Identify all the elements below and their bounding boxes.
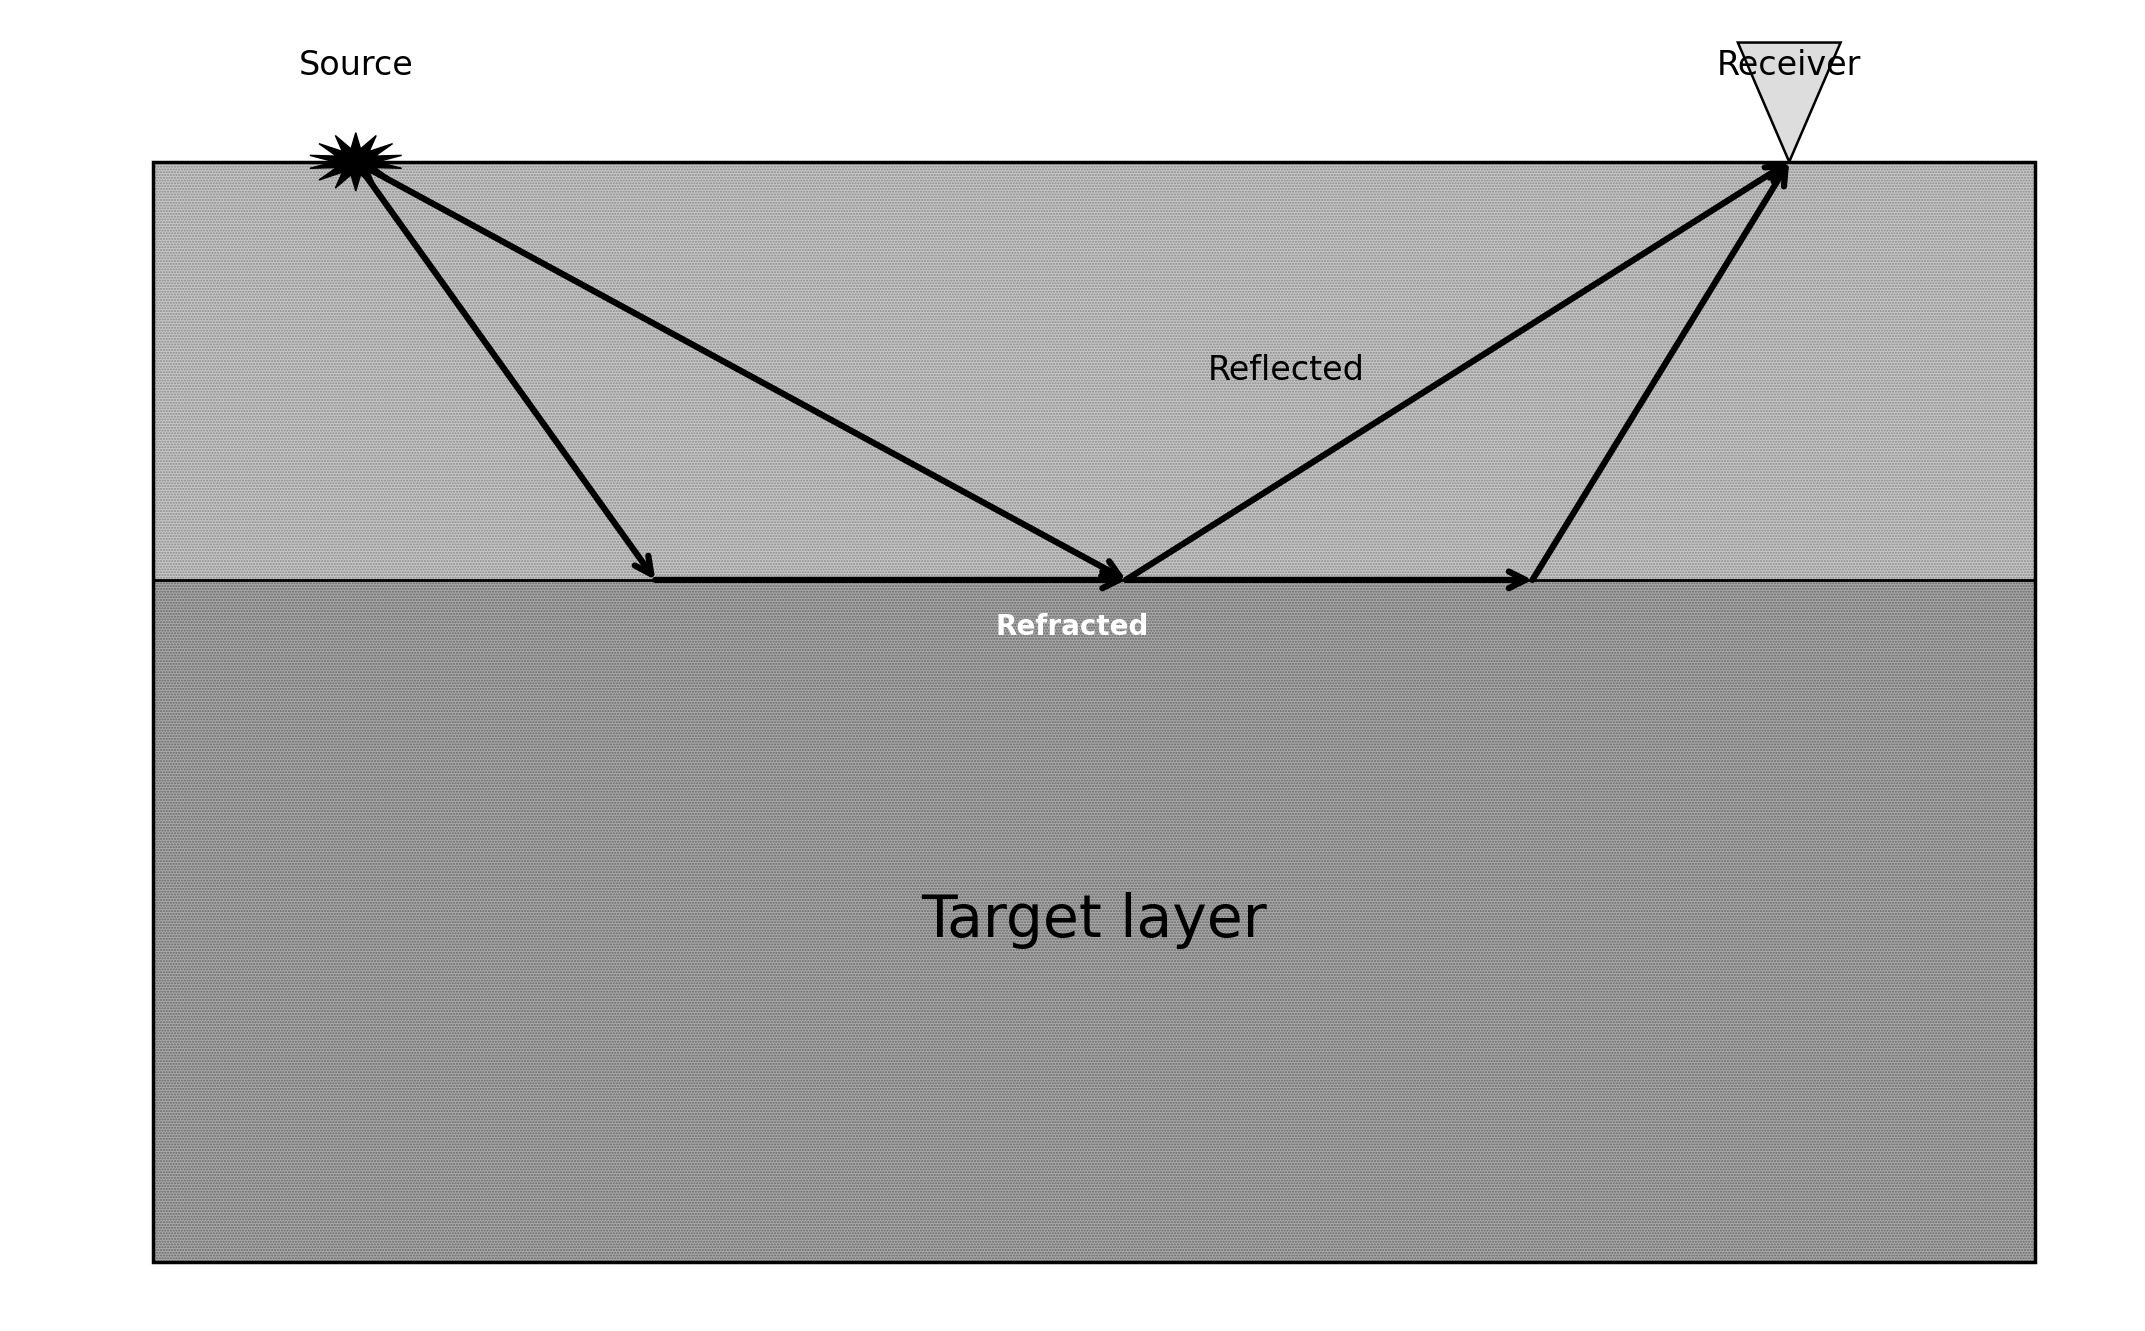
Bar <box>152 162 2036 1262</box>
Text: Refracted: Refracted <box>995 614 1150 642</box>
Text: Receiver: Receiver <box>1716 49 1862 83</box>
Text: Source: Source <box>298 49 414 83</box>
Bar <box>152 162 2036 580</box>
Bar <box>152 162 2036 580</box>
Polygon shape <box>309 133 401 190</box>
Text: Target layer: Target layer <box>920 892 1268 949</box>
Polygon shape <box>1737 43 1840 162</box>
Text: Reflected: Reflected <box>1208 354 1364 387</box>
Bar <box>152 580 2036 1262</box>
Bar <box>152 580 2036 1262</box>
